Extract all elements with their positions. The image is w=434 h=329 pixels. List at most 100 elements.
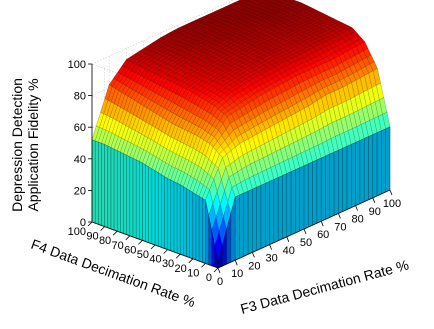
surface-wall (342, 145, 348, 212)
surface-wall (120, 151, 124, 234)
y-tick-label: 90 (86, 231, 98, 243)
surface-wall (260, 183, 266, 249)
x-tick-label: 90 (369, 206, 381, 218)
surface-wall (110, 147, 115, 231)
x-tick-label: 0 (217, 276, 223, 288)
surface-wall (170, 179, 175, 253)
y-tick (175, 253, 181, 259)
surface-wall (139, 160, 143, 241)
surface-wall (176, 182, 181, 255)
surface-wall (308, 161, 313, 228)
x-axis-label: F3 Data Decimation Rate % (239, 257, 411, 317)
y-tick-label: 60 (124, 244, 136, 256)
y-tick (112, 230, 118, 236)
surface-wall (316, 157, 322, 224)
surface-wall (107, 145, 112, 230)
surface-wall (164, 176, 168, 250)
surface-wall (359, 138, 365, 204)
surface-wall (329, 151, 335, 218)
surface-wall (265, 181, 270, 247)
y-tick-label: 100 (68, 226, 86, 238)
surface-patch (264, 0, 269, 1)
x-tick-label: 10 (231, 268, 243, 280)
surface-wall (346, 144, 352, 210)
x-tick (303, 228, 307, 235)
surface-wall (234, 194, 240, 261)
surface-wall (151, 168, 156, 246)
y-tick-label: 0 (206, 272, 212, 284)
y-tick (138, 240, 143, 245)
x-tick (372, 197, 376, 203)
surface-wall (273, 177, 279, 244)
x-tick-label: 20 (248, 260, 260, 272)
surface-wall (256, 184, 262, 251)
surface-wall (376, 130, 382, 197)
surface-wall (91, 139, 96, 224)
surface-wall (179, 184, 184, 256)
surface-wall (129, 156, 134, 238)
surface-wall (282, 173, 288, 240)
surface-wall (167, 178, 172, 252)
x-tick (389, 189, 393, 196)
surface-wall (247, 188, 253, 255)
surface-wall (173, 181, 178, 254)
surface-wall (104, 143, 109, 229)
surface-wall (142, 162, 146, 242)
surface-wall (126, 154, 131, 237)
x-tick (338, 213, 341, 219)
surface-wall (135, 159, 140, 240)
x-tick (217, 267, 221, 274)
y-tick-label: 50 (137, 249, 149, 261)
z-axis-label-line1: Depression Detection (9, 78, 25, 212)
surface-wall (239, 192, 245, 259)
surface-wall (338, 147, 343, 214)
surface-wall (145, 164, 149, 244)
surface-wall (94, 140, 99, 225)
surface-wall (123, 153, 127, 236)
z-tick-label: 40 (74, 154, 86, 166)
x-tick-label: 50 (300, 237, 312, 249)
surface-patch (273, 0, 281, 2)
grid-line (91, 0, 234, 65)
surface-wall (351, 142, 356, 208)
z-tick-label: 0 (80, 217, 86, 229)
surface-wall (186, 188, 190, 258)
y-tick-label: 70 (112, 240, 124, 252)
y-tick (213, 267, 219, 273)
z-tick-label: 60 (74, 122, 86, 134)
surface-wall (363, 136, 369, 203)
y-tick (125, 235, 131, 241)
surface-wall (189, 190, 194, 260)
surface-wall (385, 126, 391, 193)
surface-wall (116, 150, 121, 233)
surface-wall (290, 169, 296, 236)
y-tick (100, 226, 105, 231)
x-tick-label: 60 (317, 229, 329, 241)
x-tick (252, 252, 255, 258)
y-tick-label: 80 (99, 235, 111, 247)
surface-wall (113, 148, 118, 232)
z-axis-label-line2: Application Fidelity % (25, 78, 41, 211)
y-tick (188, 258, 194, 264)
y-tick-label: 10 (187, 267, 199, 279)
x-tick (269, 244, 272, 250)
x-tick-label: 100 (383, 198, 401, 210)
y-tick (87, 221, 93, 227)
surface-wall (325, 153, 331, 220)
surface-wall (157, 172, 162, 248)
surface-wall (355, 140, 361, 206)
y-tick-label: 30 (162, 258, 174, 270)
y-tick-label: 40 (149, 254, 161, 266)
surface-wall (192, 191, 197, 261)
surface-wall (101, 142, 105, 227)
x-tick (234, 260, 238, 266)
y-tick (201, 263, 206, 268)
surface-wall (161, 174, 165, 249)
x-tick (286, 236, 290, 242)
y-tick-label: 20 (175, 263, 187, 275)
surface-wall (154, 170, 159, 247)
surface-wall (198, 195, 203, 263)
x-tick (320, 221, 324, 227)
z-tick-labels: 0 20 40 60 80 100 (68, 59, 92, 229)
